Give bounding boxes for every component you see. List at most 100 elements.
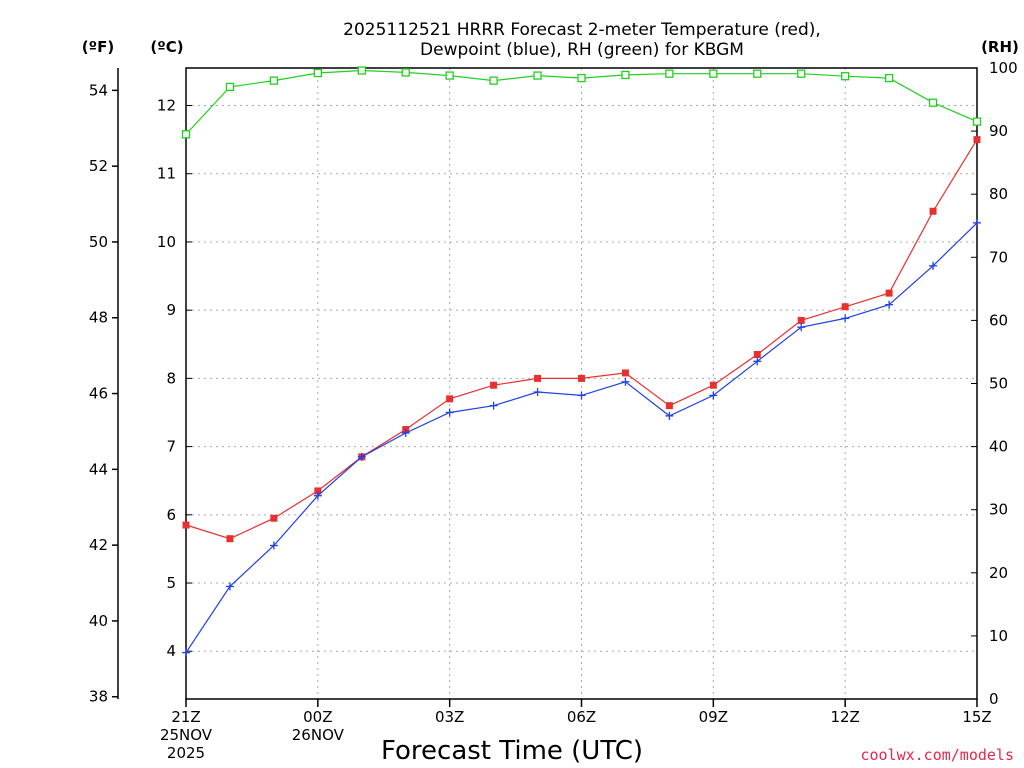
celsius-tick-label: 4 (166, 642, 176, 660)
rh-tick-label: 10 (989, 627, 1008, 645)
temperature-point (797, 316, 805, 324)
temperature-point (270, 514, 278, 522)
temperature-point (621, 369, 629, 377)
x-tick-label: 15Z (962, 708, 991, 726)
dewpoint-point (885, 300, 894, 309)
celsius-tick-label: 5 (166, 574, 176, 592)
rh-point (577, 73, 586, 83)
celsius-tick-label: 7 (166, 438, 176, 456)
temperature-point (226, 535, 234, 543)
rh-point (181, 130, 191, 139)
x-tick-label: 21Z (171, 708, 200, 726)
rh-point (972, 117, 982, 126)
celsius-tick-label: 12 (157, 97, 176, 115)
x-tick-label: 00Z (303, 708, 332, 726)
axes (112, 67, 978, 707)
temperature-point (578, 374, 585, 382)
dewpoint-point (753, 357, 762, 366)
x-tick-label: 03Z (435, 708, 464, 726)
dewpoint-point (269, 541, 278, 550)
fahrenheit-tick-label: 50 (89, 233, 108, 251)
rh-tick-label: 50 (989, 375, 1008, 393)
chart-title-line2: Dewpoint (blue), RH (green) for KBGM (420, 40, 744, 60)
rh-point (928, 98, 938, 107)
fahrenheit-tick-label: 46 (89, 385, 108, 403)
x-tick-label: 12Z (830, 708, 859, 726)
fahrenheit-tick-label: 52 (89, 157, 108, 175)
rh-point (621, 70, 630, 80)
x-tick-date: 25NOV (160, 726, 213, 744)
celsius-tick-label: 10 (157, 233, 176, 251)
dewpoint-point (577, 391, 586, 400)
data-series (181, 66, 982, 657)
rh-tick-label: 100 (989, 59, 1018, 77)
dewpoint-point (445, 408, 454, 417)
temperature-point (841, 303, 849, 311)
fahrenheit-unit-label: (ºF) (82, 38, 114, 56)
grid-lines (186, 68, 977, 699)
celsius-tick-label: 9 (166, 301, 176, 319)
fahrenheit-tick-label: 42 (89, 536, 108, 554)
x-tick-label: 09Z (699, 708, 728, 726)
fahrenheit-tick-label: 54 (89, 81, 108, 99)
x-tick-year: 2025 (167, 744, 205, 762)
dewpoint-point (665, 411, 674, 420)
rh-point (269, 76, 279, 85)
rh-tick-label: 70 (989, 248, 1008, 266)
dewpoint-point (401, 428, 410, 437)
rh-point (884, 73, 894, 83)
temperature-point (446, 395, 454, 403)
dewpoint-point (841, 314, 850, 323)
temperature-point (665, 402, 673, 410)
dewpoint-point (313, 491, 322, 500)
rh-point (489, 76, 498, 85)
dewpoint-line (185, 222, 978, 653)
rh-tick-label: 30 (989, 501, 1008, 519)
dewpoint-point (797, 323, 806, 332)
dewpoint-point (357, 452, 366, 461)
rh-tick-label: 90 (989, 122, 1008, 140)
rh-point (533, 71, 542, 80)
rh-tick-label: 60 (989, 311, 1008, 329)
rh-point (753, 69, 762, 78)
rh-point (665, 69, 674, 78)
fahrenheit-tick-label: 38 (89, 688, 108, 706)
temperature-point (709, 381, 717, 389)
rh-point (357, 66, 366, 75)
rh-unit-label: (RH) (981, 38, 1019, 56)
dewpoint-point (225, 582, 234, 591)
rh-point (401, 68, 410, 77)
rh-tick-label: 80 (989, 185, 1008, 203)
celsius-tick-label: 8 (166, 369, 176, 387)
rh-tick-label: 40 (989, 438, 1008, 456)
celsius-unit-label: (ºC) (150, 38, 183, 56)
fahrenheit-tick-label: 40 (89, 612, 108, 630)
rh-tick-label: 20 (989, 564, 1008, 582)
temperature-point (885, 289, 893, 297)
fahrenheit-tick-label: 44 (89, 460, 108, 478)
chart-title-line1: 2025112521 HRRR Forecast 2-meter Tempera… (343, 20, 821, 40)
rh-tick-label: 0 (989, 690, 999, 708)
rh-point (225, 82, 235, 92)
rh-point (313, 68, 322, 78)
x-tick-label: 06Z (567, 708, 596, 726)
rh-point (709, 69, 718, 78)
temperature-point (182, 521, 190, 529)
temperature-point (929, 207, 937, 215)
temperature-point (314, 487, 322, 495)
dewpoint-point (489, 401, 498, 410)
dewpoint-point (929, 261, 938, 270)
dewpoint-point (973, 218, 981, 227)
fahrenheit-tick-label: 48 (89, 309, 108, 327)
rh-point (797, 69, 806, 78)
temperature-point (753, 351, 761, 359)
rh-point (841, 72, 850, 81)
dewpoint-point (621, 377, 630, 386)
plot-frame (185, 67, 978, 700)
credit-link[interactable]: coolwx.com/models (860, 746, 1014, 764)
dewpoint-point (709, 391, 718, 400)
dewpoint-point (182, 648, 190, 657)
dewpoint-point (533, 388, 542, 397)
celsius-tick-label: 6 (166, 506, 176, 524)
